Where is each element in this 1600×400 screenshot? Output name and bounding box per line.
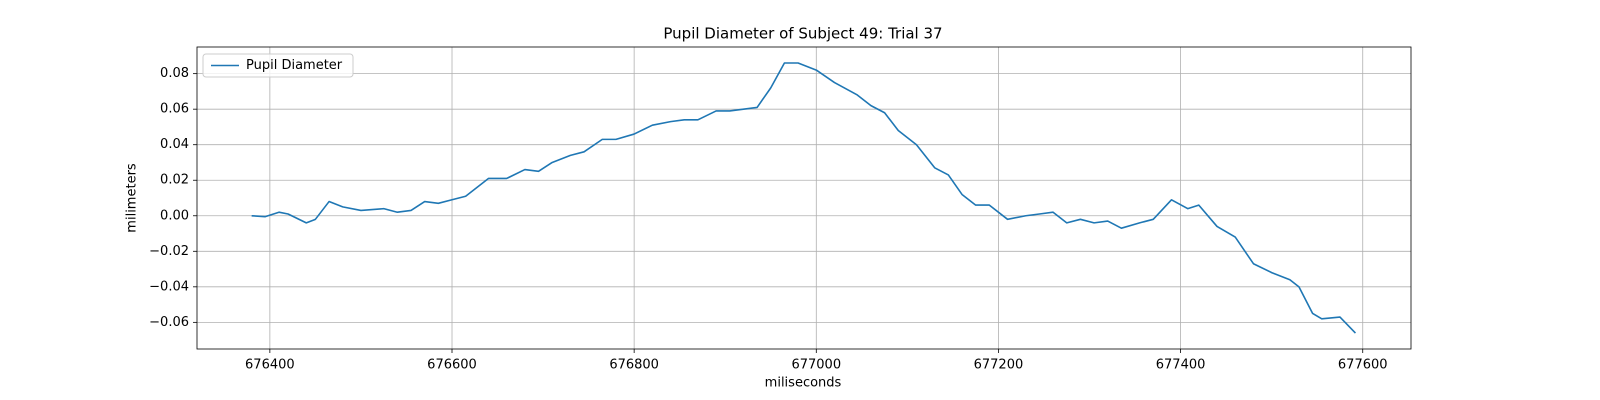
data-line [251, 62, 1357, 334]
x-tick-label: 677400 [1156, 358, 1206, 373]
x-tick-label: 676400 [245, 358, 295, 373]
y-tick-label: 0.00 [160, 208, 189, 223]
legend-label: Pupil Diameter [246, 58, 343, 73]
y-axis-label: milimeters [125, 163, 140, 233]
x-tick-label: 676600 [427, 358, 477, 373]
y-tick-label: 0.08 [160, 66, 189, 81]
plot-frame [196, 46, 1412, 350]
y-tick-label: −0.02 [149, 244, 189, 259]
x-tick-label: 677600 [1338, 358, 1388, 373]
legend-box [202, 53, 354, 78]
y-tick-label: 0.06 [160, 102, 189, 117]
y-tick-label: −0.04 [149, 279, 189, 294]
y-tick-label: 0.04 [160, 137, 189, 152]
x-axis-label: miliseconds [765, 376, 842, 391]
chart-title: Pupil Diameter of Subject 49: Trial 37 [663, 25, 942, 43]
y-tick-label: 0.02 [160, 173, 189, 188]
y-tick-label: −0.06 [149, 315, 189, 330]
x-tick-label: 677200 [974, 358, 1024, 373]
x-tick-label: 677000 [791, 358, 841, 373]
x-tick-label: 676800 [609, 358, 659, 373]
